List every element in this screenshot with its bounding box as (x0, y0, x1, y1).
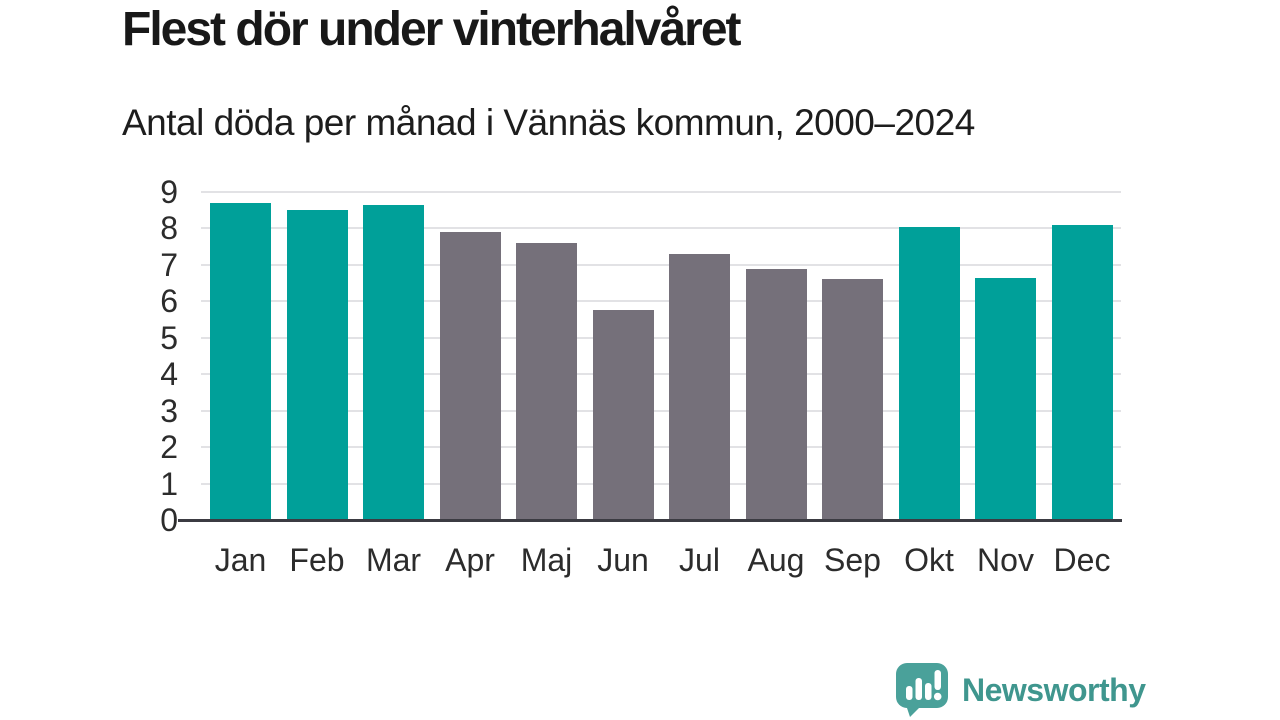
gridline-y7 (201, 263, 1121, 266)
x-axis-label-feb: Feb (289, 542, 345, 578)
gridline-y5 (201, 336, 1121, 339)
gridline-y4 (201, 373, 1121, 376)
y-axis-label-8: 8 (160, 210, 178, 247)
x-axis-label-aug: Aug (747, 542, 805, 578)
x-axis-label-dec: Dec (1053, 542, 1111, 578)
bar-jun (592, 310, 654, 520)
y-axis-label-5: 5 (160, 319, 178, 356)
y-axis-label-9: 9 (160, 174, 178, 210)
bar-apr (439, 232, 501, 520)
y-axis-label-4: 4 (160, 356, 178, 393)
newsworthy-logo-text: Newsworthy (962, 672, 1146, 708)
chart-subtitle: Antal döda per månad i Vännäs kommun, 20… (122, 102, 975, 143)
gridline-y8 (201, 227, 1121, 230)
bar-feb (286, 210, 348, 520)
newsworthy-bar-chart-bubble-icon (896, 663, 948, 717)
x-axis-label-jul: Jul (679, 542, 720, 578)
bar-nov (975, 277, 1036, 520)
x-axis-label-jan: Jan (214, 542, 267, 578)
y-axis-label-0: 0 (160, 502, 178, 538)
gridline-y3 (201, 409, 1121, 412)
gridline-y9 (201, 191, 1121, 193)
gridline-y2 (201, 446, 1121, 449)
x-axis-label-apr: Apr (445, 542, 495, 578)
y-axis-label-3: 3 (160, 392, 178, 429)
bar-sep (822, 279, 883, 520)
y-axis-label-2: 2 (160, 429, 178, 466)
y-axis-label-7: 7 (160, 246, 178, 283)
bar-jul (669, 253, 730, 520)
y-axis-label-1: 1 (160, 465, 178, 502)
x-axis-label-sep: Sep (824, 542, 881, 578)
bar-maj (516, 243, 577, 520)
x-axis-label-maj: Maj (520, 542, 573, 578)
newsworthy-logo[interactable]: Newsworthy (895, 663, 1146, 717)
x-axis-label-mar: Mar (365, 542, 422, 578)
bar-jan (210, 202, 271, 520)
bar-okt (898, 226, 960, 520)
x-axis-line (178, 519, 1122, 522)
gridline-y6 (201, 300, 1121, 303)
y-axis-label-6: 6 (160, 283, 178, 320)
bar-aug (745, 268, 807, 520)
x-axis-label-okt: Okt (904, 542, 954, 578)
gridline-y1 (201, 482, 1121, 485)
x-axis-label-jun: Jun (597, 542, 649, 578)
bar-dec (1051, 224, 1113, 520)
x-axis-label-nov: Nov (977, 542, 1034, 578)
bar-mar (363, 204, 424, 520)
chart-title: Flest dör under vinterhalvåret (122, 3, 742, 56)
